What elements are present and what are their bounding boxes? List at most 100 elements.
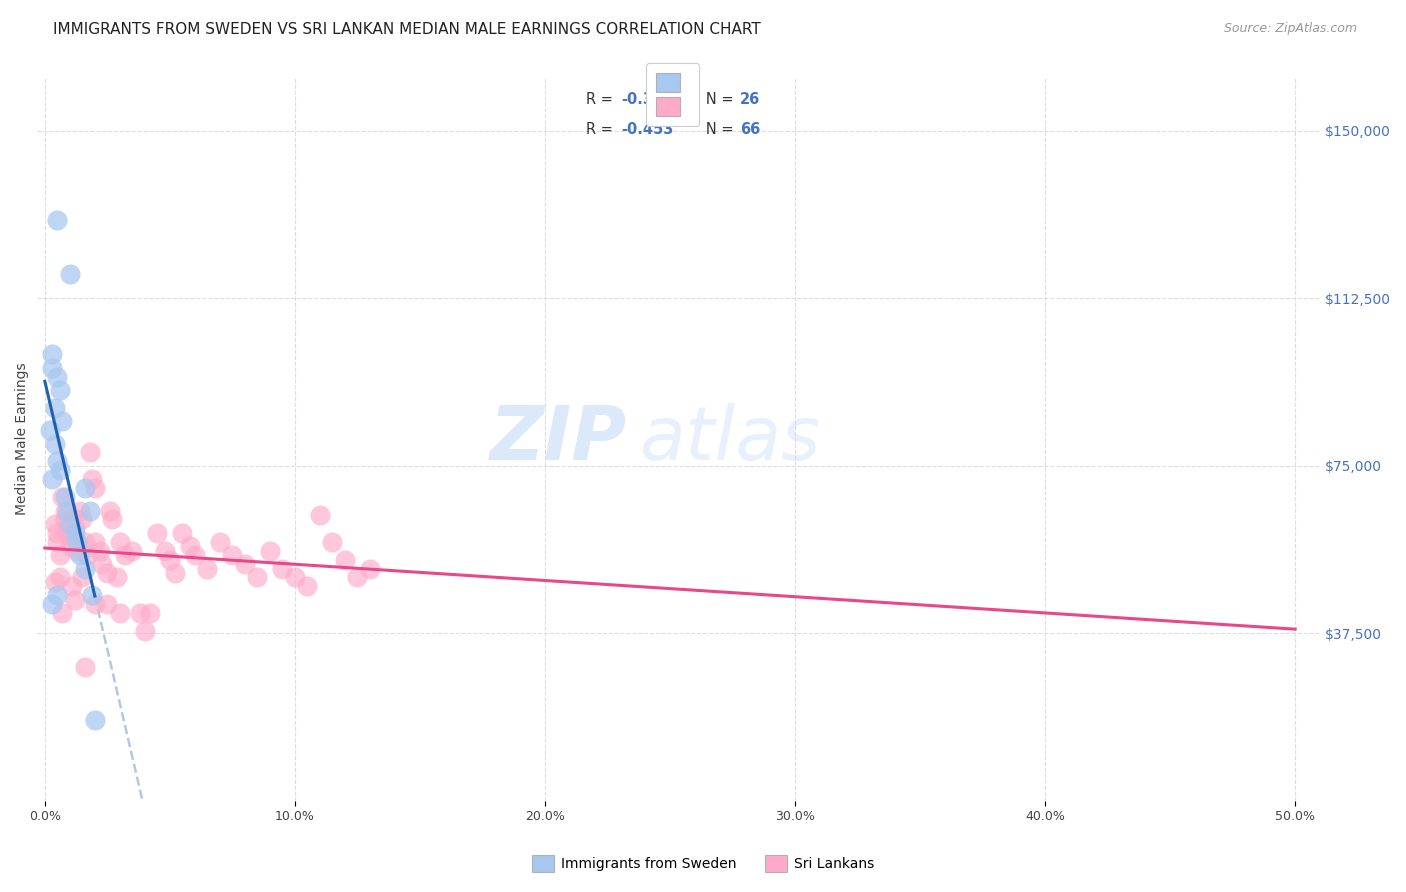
- Point: [73, 534, 96, 549]
- Point: [38, 423, 60, 437]
- Point: [179, 539, 201, 553]
- Point: [89, 543, 111, 558]
- Point: [233, 557, 256, 571]
- Point: [259, 543, 281, 558]
- Point: [44, 574, 66, 589]
- Point: [46, 525, 69, 540]
- Point: [63, 525, 86, 540]
- Point: [46, 369, 69, 384]
- Point: [63, 521, 86, 535]
- Point: [83, 534, 105, 549]
- Point: [41, 360, 63, 375]
- Point: [172, 525, 194, 540]
- Point: [208, 534, 231, 549]
- Point: [49, 463, 72, 477]
- Point: [153, 543, 176, 558]
- Text: -0.368: -0.368: [621, 92, 673, 106]
- Point: [83, 714, 105, 728]
- Point: [49, 548, 72, 562]
- Point: [83, 597, 105, 611]
- Point: [96, 566, 118, 580]
- Legend: Immigrants from Sweden, Sri Lankans: Immigrants from Sweden, Sri Lankans: [526, 849, 880, 878]
- Text: ZIP: ZIP: [491, 402, 627, 475]
- Text: 66: 66: [741, 122, 761, 137]
- Point: [69, 548, 91, 562]
- Point: [46, 213, 69, 227]
- Point: [134, 624, 156, 638]
- Legend: , : ,: [647, 63, 699, 126]
- Point: [46, 454, 69, 468]
- Point: [159, 552, 181, 566]
- Point: [72, 570, 94, 584]
- Point: [195, 561, 218, 575]
- Point: [101, 512, 124, 526]
- Point: [184, 548, 207, 562]
- Point: [51, 414, 73, 428]
- Point: [128, 606, 150, 620]
- Point: [56, 503, 79, 517]
- Point: [83, 481, 105, 495]
- Point: [346, 570, 368, 584]
- Point: [73, 481, 96, 495]
- Point: [53, 503, 76, 517]
- Point: [146, 525, 169, 540]
- Text: 26: 26: [741, 92, 761, 106]
- Point: [59, 530, 82, 544]
- Text: Source: ZipAtlas.com: Source: ZipAtlas.com: [1223, 22, 1357, 36]
- Point: [333, 552, 356, 566]
- Text: R =: R =: [586, 122, 617, 137]
- Point: [297, 579, 319, 593]
- Point: [246, 570, 269, 584]
- Point: [108, 534, 131, 549]
- Point: [108, 606, 131, 620]
- Point: [284, 570, 307, 584]
- Point: [59, 539, 82, 553]
- Point: [44, 401, 66, 415]
- Point: [82, 588, 104, 602]
- Point: [271, 561, 294, 575]
- Point: [66, 534, 89, 549]
- Point: [60, 512, 83, 526]
- Point: [66, 543, 89, 558]
- Point: [41, 347, 63, 361]
- Point: [53, 512, 76, 526]
- Point: [56, 516, 79, 531]
- Point: [49, 383, 72, 397]
- Text: -0.453: -0.453: [621, 122, 673, 137]
- Point: [221, 548, 243, 562]
- Point: [41, 597, 63, 611]
- Point: [51, 490, 73, 504]
- Text: N =: N =: [692, 92, 738, 106]
- Point: [114, 548, 136, 562]
- Point: [44, 516, 66, 531]
- Point: [41, 472, 63, 486]
- Point: [53, 490, 76, 504]
- Point: [96, 597, 118, 611]
- Point: [105, 570, 128, 584]
- Point: [91, 557, 114, 571]
- Text: atlas: atlas: [640, 403, 821, 475]
- Point: [73, 561, 96, 575]
- Point: [60, 579, 83, 593]
- Point: [121, 543, 143, 558]
- Text: IMMIGRANTS FROM SWEDEN VS SRI LANKAN MEDIAN MALE EARNINGS CORRELATION CHART: IMMIGRANTS FROM SWEDEN VS SRI LANKAN MED…: [53, 22, 761, 37]
- Point: [82, 472, 104, 486]
- Point: [98, 503, 121, 517]
- Point: [79, 503, 101, 517]
- Point: [51, 606, 73, 620]
- Point: [79, 445, 101, 459]
- Point: [309, 508, 332, 522]
- Point: [321, 534, 343, 549]
- Point: [76, 548, 98, 562]
- Point: [44, 436, 66, 450]
- Point: [46, 534, 69, 549]
- Point: [73, 660, 96, 674]
- Text: N =: N =: [692, 122, 738, 137]
- Point: [359, 561, 381, 575]
- Y-axis label: Median Male Earnings: Median Male Earnings: [15, 363, 30, 516]
- Point: [72, 512, 94, 526]
- Point: [59, 516, 82, 531]
- Point: [49, 570, 72, 584]
- Point: [66, 534, 89, 549]
- Text: R =: R =: [586, 92, 617, 106]
